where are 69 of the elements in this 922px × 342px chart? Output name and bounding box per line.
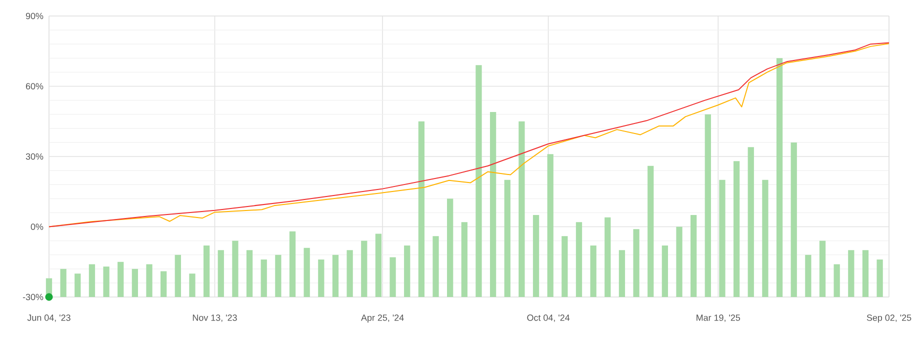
bar bbox=[318, 260, 324, 297]
bar bbox=[60, 268, 66, 297]
bar bbox=[74, 274, 81, 297]
bar bbox=[289, 231, 296, 297]
bar bbox=[246, 250, 253, 297]
bar bbox=[390, 257, 396, 297]
bar bbox=[361, 240, 368, 297]
bar bbox=[218, 250, 224, 297]
bar bbox=[590, 245, 596, 297]
bar bbox=[404, 245, 410, 297]
bar bbox=[876, 260, 883, 297]
bar bbox=[733, 161, 740, 297]
bar bbox=[648, 166, 654, 297]
bar bbox=[461, 222, 468, 297]
bar bbox=[848, 250, 854, 297]
bar bbox=[834, 264, 840, 297]
bar bbox=[275, 254, 282, 297]
bar bbox=[562, 236, 568, 297]
x-tick-label: Jun 04, '23 bbox=[27, 314, 70, 322]
bar bbox=[146, 264, 152, 297]
bar bbox=[432, 236, 439, 297]
bar bbox=[103, 266, 110, 297]
y-tick-label: 30% bbox=[26, 153, 44, 160]
x-tick-label: Apr 25, '24 bbox=[361, 314, 404, 323]
bar bbox=[132, 268, 138, 297]
bar bbox=[88, 264, 96, 297]
bar bbox=[776, 58, 783, 297]
bar bbox=[690, 215, 697, 297]
bar bbox=[719, 180, 726, 297]
bar bbox=[532, 215, 540, 297]
y-tick-label: 90% bbox=[26, 12, 44, 20]
bar bbox=[260, 260, 267, 297]
bar bbox=[805, 254, 812, 297]
bar bbox=[375, 234, 382, 297]
bar bbox=[476, 65, 482, 297]
bar bbox=[160, 271, 167, 297]
bar bbox=[576, 222, 582, 297]
y-tick-label: 60% bbox=[26, 83, 44, 90]
x-tick-label: Sep 02, '25 bbox=[866, 314, 912, 323]
bar bbox=[203, 245, 210, 297]
bar bbox=[633, 229, 640, 297]
bar bbox=[232, 240, 238, 297]
x-tick-label: Mar 19, '25 bbox=[696, 314, 740, 322]
bar bbox=[518, 121, 525, 297]
bar bbox=[604, 217, 611, 297]
bar bbox=[118, 262, 124, 297]
bar bbox=[174, 254, 181, 297]
bar bbox=[704, 114, 711, 297]
bar bbox=[819, 240, 826, 297]
bar bbox=[547, 154, 554, 297]
bar bbox=[418, 121, 424, 297]
bar bbox=[490, 112, 496, 297]
bar bbox=[662, 245, 668, 297]
bar bbox=[304, 248, 310, 297]
bar bbox=[504, 180, 510, 297]
y-tick-label: -30% bbox=[22, 294, 44, 300]
bar bbox=[748, 147, 754, 297]
bar bbox=[862, 250, 869, 297]
bar bbox=[447, 198, 454, 297]
bar bbox=[332, 254, 339, 297]
bar bbox=[762, 180, 768, 297]
bar bbox=[676, 226, 682, 297]
x-tick-label: Oct 04, '24 bbox=[527, 314, 570, 322]
y-tick-label: 0% bbox=[30, 224, 44, 230]
bar bbox=[790, 142, 797, 297]
x-tick-label: Nov 13, '23 bbox=[192, 314, 237, 322]
bar bbox=[618, 250, 626, 297]
bar bbox=[189, 274, 196, 297]
bar bbox=[346, 250, 353, 297]
